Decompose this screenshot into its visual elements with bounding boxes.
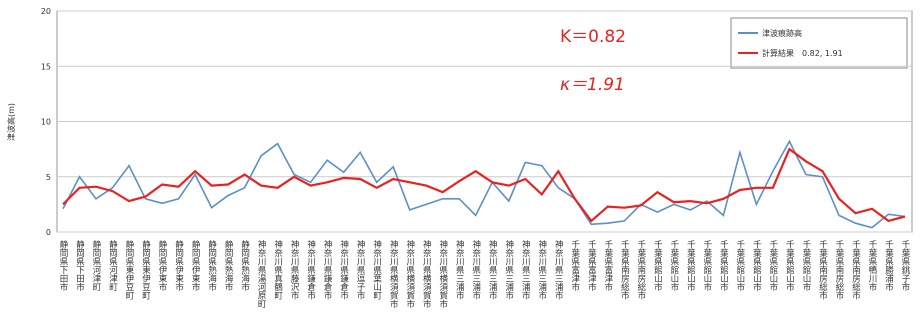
x-tick-label: 千葉県館山市 <box>801 239 811 291</box>
x-tick-label: 静岡県伊東市 <box>190 239 200 291</box>
legend-box <box>730 17 908 69</box>
x-tick-label: 神奈川県三浦市 <box>471 239 481 300</box>
x-tick-label: 静岡県東伊豆町 <box>141 239 151 299</box>
x-tick-label: 神奈川県横須賀市 <box>421 239 431 308</box>
x-tick-label: 神奈川県湯河原町 <box>256 239 266 308</box>
x-tick-label: 神奈川県葉山町 <box>372 239 382 299</box>
series-line <box>62 139 906 229</box>
x-tick-label: 神奈川県鎌倉市 <box>306 239 316 300</box>
annotation: κ＝1.91 <box>560 75 625 95</box>
annotation: Κ＝0.82 <box>560 27 626 47</box>
series-line <box>62 147 906 223</box>
x-tick-label: 静岡県熱海市 <box>240 239 250 291</box>
x-tick-label: 神奈川県真鶴町 <box>273 239 283 299</box>
x-tick-label: 神奈川県三浦市 <box>537 239 547 300</box>
x-tick-label: 千葉県富津市 <box>586 239 596 291</box>
y-tick-label: 15 <box>41 62 51 71</box>
x-tick-label: 神奈川県鎌倉市 <box>322 239 332 300</box>
x-tick-label: 神奈川県横須賀市 <box>388 239 398 308</box>
x-tick-label: 千葉県館山市 <box>768 239 778 291</box>
x-tick-label: 千葉県南房総市 <box>817 239 827 300</box>
legend-label: 計算結果 0.82, 1.91 <box>762 48 843 58</box>
x-tick-label: 千葉県館山市 <box>652 239 662 291</box>
x-tick-label: 静岡県熱海市 <box>223 239 233 291</box>
x-tick-label: 静岡県下田市 <box>58 239 68 291</box>
y-tick-label: 20 <box>41 7 51 16</box>
x-tick-label: 神奈川県逗子市 <box>355 239 365 300</box>
x-tick-label: 神奈川県三浦市 <box>553 239 563 300</box>
y-tick-label: 5 <box>46 173 51 182</box>
x-tick-label: 静岡県河津町 <box>108 239 118 291</box>
y-tick-label: 10 <box>41 118 51 127</box>
x-tick-label: 神奈川県横須賀市 <box>405 239 415 308</box>
x-tick-label: 千葉県館山市 <box>751 239 761 291</box>
y-axis-label: 津波高(m) <box>6 103 16 141</box>
x-tick-label: 静岡県伊東市 <box>157 239 167 291</box>
x-tick-label: 静岡県下田市 <box>75 239 85 291</box>
x-tick-label: 静岡県東伊豆町 <box>124 239 134 299</box>
x-tick-label: 神奈川県三浦市 <box>520 239 530 300</box>
x-tick-label: 千葉県館山市 <box>735 239 745 291</box>
x-tick-label: 神奈川県鎌倉市 <box>339 239 349 300</box>
x-tick-label: 千葉県南房総市 <box>636 239 646 300</box>
x-tick-label: 千葉県銚子市 <box>900 239 910 291</box>
x-tick-label: 静岡県河津町 <box>91 239 101 291</box>
x-tick-label: 千葉県富津市 <box>603 239 613 291</box>
x-tick-label: 千葉県館山市 <box>702 239 712 291</box>
x-tick-label: 静岡県熱海市 <box>207 239 217 291</box>
x-tick-label: 神奈川県横須賀市 <box>438 239 448 308</box>
x-tick-label: 千葉県館山市 <box>685 239 695 291</box>
x-tick-label: 千葉県鴨川市 <box>867 239 877 291</box>
x-tick-label: 千葉県館山市 <box>784 239 794 291</box>
x-tick-label: 千葉県館山市 <box>718 239 728 291</box>
x-tick-label: 千葉県南房総市 <box>850 239 860 300</box>
x-tick-label: 神奈川県三浦市 <box>487 239 497 300</box>
x-tick-label: 千葉県富津市 <box>570 239 580 291</box>
x-tick-label: 千葉県勝浦市 <box>883 239 893 291</box>
x-tick-label: 神奈川県三浦市 <box>454 239 464 300</box>
x-tick-label: 静岡県伊東市 <box>174 239 184 291</box>
x-tick-label: 千葉県南房総市 <box>619 239 629 300</box>
x-tick-label: 千葉県南房総市 <box>834 239 844 300</box>
x-tick-label: 神奈川県藤沢市 <box>289 239 299 300</box>
x-tick-label: 千葉県館山市 <box>669 239 679 291</box>
x-tick-label: 神奈川県三浦市 <box>504 239 514 300</box>
y-tick-label: 0 <box>46 228 51 237</box>
legend-label: 津波痕跡高 <box>762 28 802 38</box>
